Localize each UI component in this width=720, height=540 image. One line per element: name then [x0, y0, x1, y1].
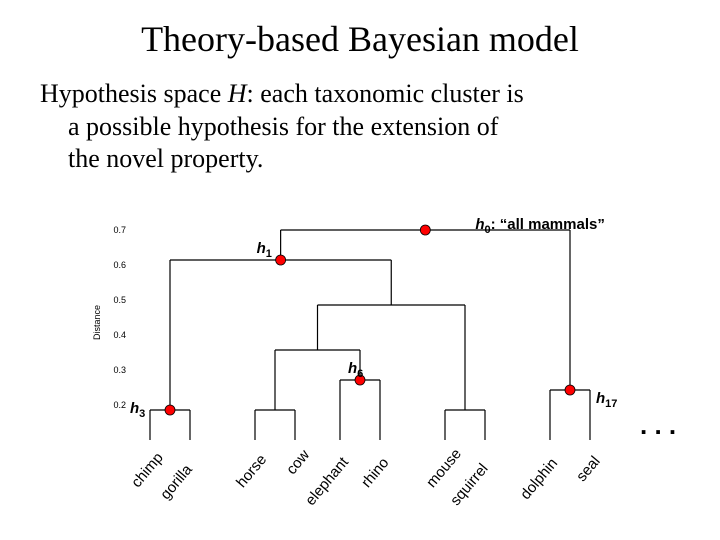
yaxis-tick: 0.3 — [98, 365, 126, 375]
hypothesis-dot — [565, 385, 575, 395]
dendrogram-svg — [130, 220, 670, 450]
hypothesis-dot — [165, 405, 175, 415]
hypothesis-label: h0: “all mammals” — [475, 216, 605, 236]
para-line1-rest: : each taxonomic cluster is — [247, 79, 524, 108]
leaf-label: cow — [283, 447, 313, 478]
leaf-label: chimp — [128, 449, 167, 491]
leaf-label: seal — [573, 452, 604, 484]
para-line2: a possible hypothesis for the extension … — [40, 111, 680, 144]
yaxis-tick: 0.2 — [98, 400, 126, 410]
hypothesis-dot — [276, 255, 286, 265]
ellipsis: . . . — [640, 410, 676, 441]
hypothesis-label: h6 — [348, 360, 363, 380]
para-line1-prefix: Hypothesis space — [40, 79, 228, 108]
hypothesis-label: h1 — [257, 240, 272, 260]
leaf-label: horse — [233, 451, 270, 491]
yaxis-tick: 0.7 — [98, 225, 126, 235]
para-line3: the novel property. — [40, 143, 680, 176]
leaf-label: elephant — [302, 454, 352, 509]
dendrogram-diagram: 0.70.60.50.40.30.2Distanceh0: “all mamma… — [0, 220, 720, 520]
leaf-label: rhino — [358, 454, 392, 490]
yaxis-tick: 0.6 — [98, 260, 126, 270]
hypothesis-label: h3 — [130, 400, 145, 420]
yaxis-label: Distance — [92, 305, 102, 340]
yaxis-tick: 0.5 — [98, 295, 126, 305]
yaxis-tick: 0.4 — [98, 330, 126, 340]
hypothesis-dot — [420, 225, 430, 235]
body-paragraph: Hypothesis space H: each taxonomic clust… — [40, 78, 680, 176]
para-H: H — [228, 79, 247, 108]
hypothesis-label: h17 — [596, 390, 617, 410]
leaf-label: dolphin — [517, 455, 561, 503]
slide-title: Theory-based Bayesian model — [0, 18, 720, 60]
leaf-label: gorilla — [157, 461, 196, 503]
